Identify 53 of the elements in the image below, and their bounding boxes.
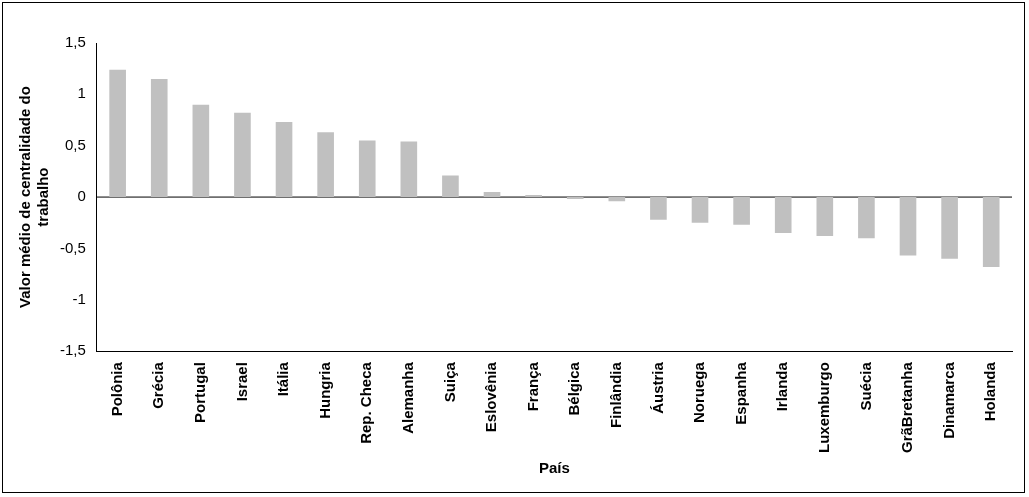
x-tick-label: Luxemburgo [814, 362, 832, 453]
y-tick-label: -1 [72, 289, 86, 307]
bar [608, 197, 626, 202]
x-tick-label: Rep. Checa [357, 361, 375, 444]
y-tick-label: -0,5 [59, 238, 86, 256]
x-tick-label: Noruega [690, 361, 708, 423]
bar [358, 140, 376, 198]
x-tick-label: Portugal [190, 362, 208, 423]
bar [192, 104, 210, 198]
x-tick-label: Holanda [981, 361, 999, 422]
bar [899, 197, 917, 256]
bar [275, 122, 293, 198]
y-tick-label: 0 [77, 187, 86, 205]
y-tick-label: 1 [77, 84, 86, 102]
bar [982, 197, 1000, 267]
bar [774, 197, 792, 234]
bar [816, 197, 834, 237]
bar [941, 197, 958, 259]
y-axis-title: Valor médio de centralidade do trabalho [16, 86, 52, 308]
bar [400, 141, 418, 198]
x-tick-label: GrãBretanha [898, 361, 916, 454]
bar [442, 175, 459, 198]
x-tick-label: Suiça [440, 361, 458, 403]
bar [483, 191, 501, 198]
x-tick-label: Áustria [648, 361, 666, 414]
bar [733, 197, 750, 225]
bar [109, 69, 126, 198]
bar [525, 195, 542, 198]
x-tick-label: Dinamarca [939, 361, 957, 439]
x-axis-title: País [538, 459, 570, 477]
x-tick-label: Itália [274, 361, 292, 397]
x-tick-label: Suécia [856, 361, 874, 411]
x-tick-label: Eslovênia [482, 361, 500, 433]
bar [858, 197, 875, 239]
x-tick-label: Irlanda [773, 361, 791, 412]
y-tick-label: -1,5 [59, 341, 86, 359]
bar [650, 197, 667, 220]
bar [234, 112, 251, 198]
x-tick-label: Finlândia [606, 361, 624, 428]
y-tick-label: 1,5 [64, 33, 86, 51]
y-tick-label: 0,5 [64, 135, 86, 153]
bar [317, 132, 334, 198]
x-tick-label: Espanha [731, 361, 749, 425]
x-tick-label: França [523, 361, 541, 412]
x-tick-label: Grécia [149, 361, 167, 409]
x-tick-label: Alemanha [398, 361, 416, 434]
x-tick-label: Polônia [107, 361, 125, 417]
bar [150, 78, 168, 198]
x-tick-label: Hungria [315, 361, 333, 419]
bar [566, 197, 584, 200]
x-tick-label: Bélgica [565, 361, 583, 416]
x-tick-label: Israel [232, 362, 250, 402]
bar [691, 197, 709, 223]
